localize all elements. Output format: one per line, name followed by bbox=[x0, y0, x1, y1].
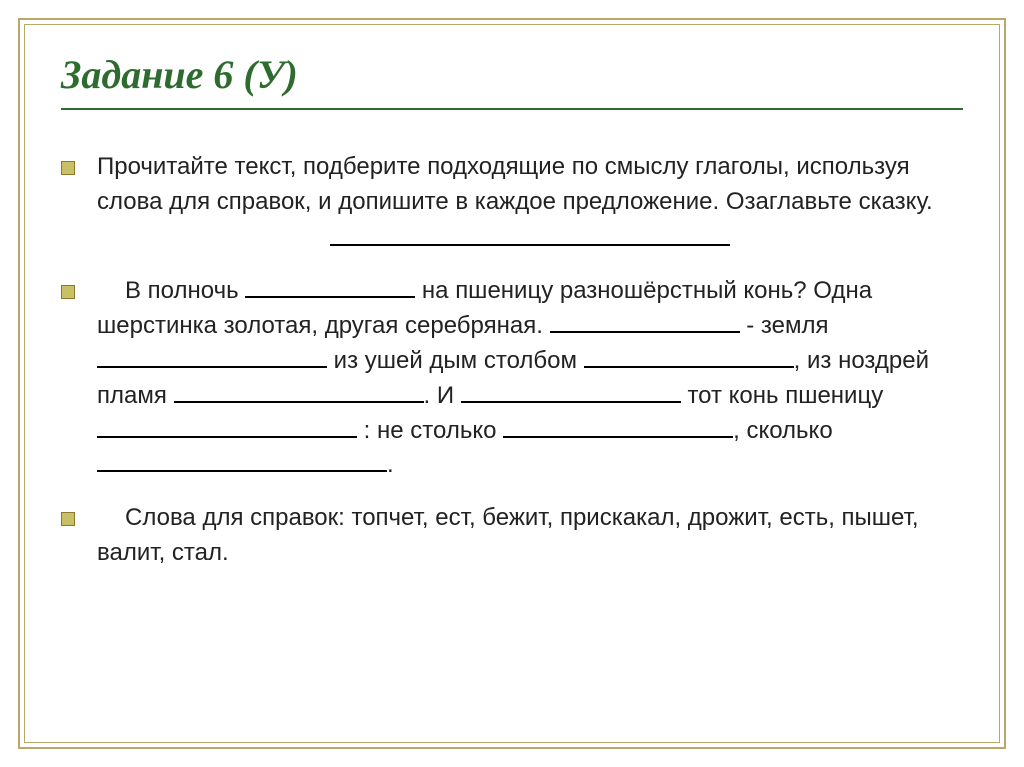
title-blank-line bbox=[97, 222, 963, 257]
outer-frame: Задание 6 (У) Прочитайте текст, подберит… bbox=[18, 18, 1006, 749]
fill-blank bbox=[97, 449, 387, 473]
fill-blank bbox=[330, 222, 730, 246]
fill-blank bbox=[97, 344, 327, 368]
list-item: В полночь на пшеницу разношёрстный конь?… bbox=[61, 274, 963, 483]
bullet-icon bbox=[61, 285, 75, 299]
inner-frame: Задание 6 (У) Прочитайте текст, подберит… bbox=[24, 24, 1000, 743]
fill-blank bbox=[97, 414, 357, 438]
title-rule bbox=[61, 108, 963, 110]
list-item-text: В полночь на пшеницу разношёрстный конь?… bbox=[97, 274, 963, 483]
fill-blank bbox=[550, 310, 740, 334]
fill-blank bbox=[461, 379, 681, 403]
list-item-text: Слова для справок: топчет, ест, бежит, п… bbox=[97, 501, 963, 571]
content-area: Прочитайте текст, подберите подходящие п… bbox=[61, 150, 963, 571]
list-item: Прочитайте текст, подберите подходящие п… bbox=[61, 150, 963, 256]
list-item-text: Прочитайте текст, подберите подходящие п… bbox=[97, 150, 963, 256]
fill-blank bbox=[503, 414, 733, 438]
fill-blank bbox=[245, 275, 415, 299]
fill-blank bbox=[584, 344, 794, 368]
bullet-icon bbox=[61, 161, 75, 175]
slide-title: Задание 6 (У) bbox=[61, 51, 963, 98]
bullet-icon bbox=[61, 512, 75, 526]
list-item: Слова для справок: топчет, ест, бежит, п… bbox=[61, 501, 963, 571]
fill-blank bbox=[174, 379, 424, 403]
